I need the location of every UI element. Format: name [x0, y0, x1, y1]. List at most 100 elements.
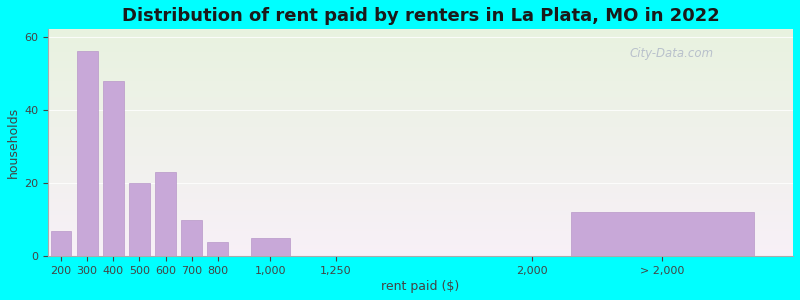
Title: Distribution of rent paid by renters in La Plata, MO in 2022: Distribution of rent paid by renters in …: [122, 7, 719, 25]
Bar: [48, 32, 793, 34]
Bar: [48, 104, 793, 106]
Bar: [48, 109, 793, 111]
Bar: [48, 63, 793, 66]
Bar: [48, 200, 793, 202]
Bar: [48, 34, 793, 36]
Bar: [48, 147, 793, 149]
Bar: [48, 188, 793, 190]
Bar: [48, 88, 793, 91]
Bar: [48, 195, 793, 197]
Bar: [48, 66, 793, 68]
Bar: [48, 61, 793, 63]
Bar: [48, 240, 793, 243]
Bar: [48, 168, 793, 170]
Bar: [48, 156, 793, 159]
Bar: [48, 175, 793, 177]
Bar: [48, 77, 793, 79]
Bar: [48, 56, 793, 59]
Bar: [48, 102, 793, 104]
Bar: [48, 179, 793, 181]
Bar: [48, 116, 793, 118]
Bar: [182, 220, 202, 256]
Bar: [48, 184, 793, 186]
Bar: [48, 118, 793, 120]
Bar: [48, 134, 793, 136]
Bar: [48, 170, 793, 172]
Bar: [48, 122, 793, 124]
Bar: [48, 95, 793, 97]
Bar: [48, 124, 793, 127]
Bar: [48, 197, 793, 200]
Bar: [48, 152, 793, 154]
Bar: [48, 106, 793, 109]
Bar: [48, 86, 793, 88]
Bar: [48, 243, 793, 245]
Bar: [48, 163, 793, 165]
Bar: [48, 154, 793, 156]
Bar: [48, 70, 793, 72]
Bar: [48, 249, 793, 252]
Bar: [48, 161, 793, 163]
Bar: [48, 186, 793, 188]
Bar: [48, 177, 793, 179]
Bar: [48, 40, 793, 43]
Bar: [48, 222, 793, 224]
Bar: [48, 75, 793, 77]
Bar: [250, 238, 290, 256]
Bar: [48, 218, 793, 220]
Bar: [48, 252, 793, 254]
Bar: [48, 190, 793, 193]
Bar: [48, 245, 793, 247]
Bar: [48, 50, 793, 52]
Bar: [77, 51, 98, 256]
Bar: [155, 172, 176, 256]
Bar: [48, 227, 793, 229]
Bar: [48, 68, 793, 70]
Bar: [571, 212, 754, 256]
Bar: [48, 215, 793, 217]
Bar: [48, 213, 793, 215]
Bar: [48, 52, 793, 54]
Bar: [48, 113, 793, 116]
Bar: [48, 143, 793, 145]
Bar: [48, 145, 793, 147]
Bar: [48, 120, 793, 122]
Bar: [48, 72, 793, 75]
Bar: [48, 193, 793, 195]
Bar: [48, 172, 793, 175]
Bar: [103, 80, 124, 256]
Bar: [48, 111, 793, 113]
Y-axis label: households: households: [7, 107, 20, 178]
Bar: [48, 149, 793, 152]
Bar: [48, 140, 793, 143]
Text: City-Data.com: City-Data.com: [629, 47, 714, 60]
Bar: [48, 208, 793, 211]
X-axis label: rent paid ($): rent paid ($): [382, 280, 460, 293]
Bar: [50, 231, 71, 256]
Bar: [207, 242, 228, 256]
Bar: [48, 181, 793, 184]
Bar: [48, 138, 793, 140]
Bar: [48, 231, 793, 233]
Bar: [129, 183, 150, 256]
Bar: [48, 93, 793, 95]
Bar: [48, 211, 793, 213]
Bar: [48, 165, 793, 168]
Bar: [48, 159, 793, 161]
Bar: [48, 238, 793, 240]
Bar: [48, 229, 793, 231]
Bar: [48, 224, 793, 227]
Bar: [48, 236, 793, 238]
Bar: [48, 54, 793, 56]
Bar: [48, 82, 793, 84]
Bar: [48, 202, 793, 204]
Bar: [48, 127, 793, 129]
Bar: [48, 79, 793, 82]
Bar: [48, 84, 793, 86]
Bar: [48, 43, 793, 45]
Bar: [48, 204, 793, 206]
Bar: [48, 29, 793, 32]
Bar: [48, 136, 793, 138]
Bar: [48, 36, 793, 38]
Bar: [48, 254, 793, 256]
